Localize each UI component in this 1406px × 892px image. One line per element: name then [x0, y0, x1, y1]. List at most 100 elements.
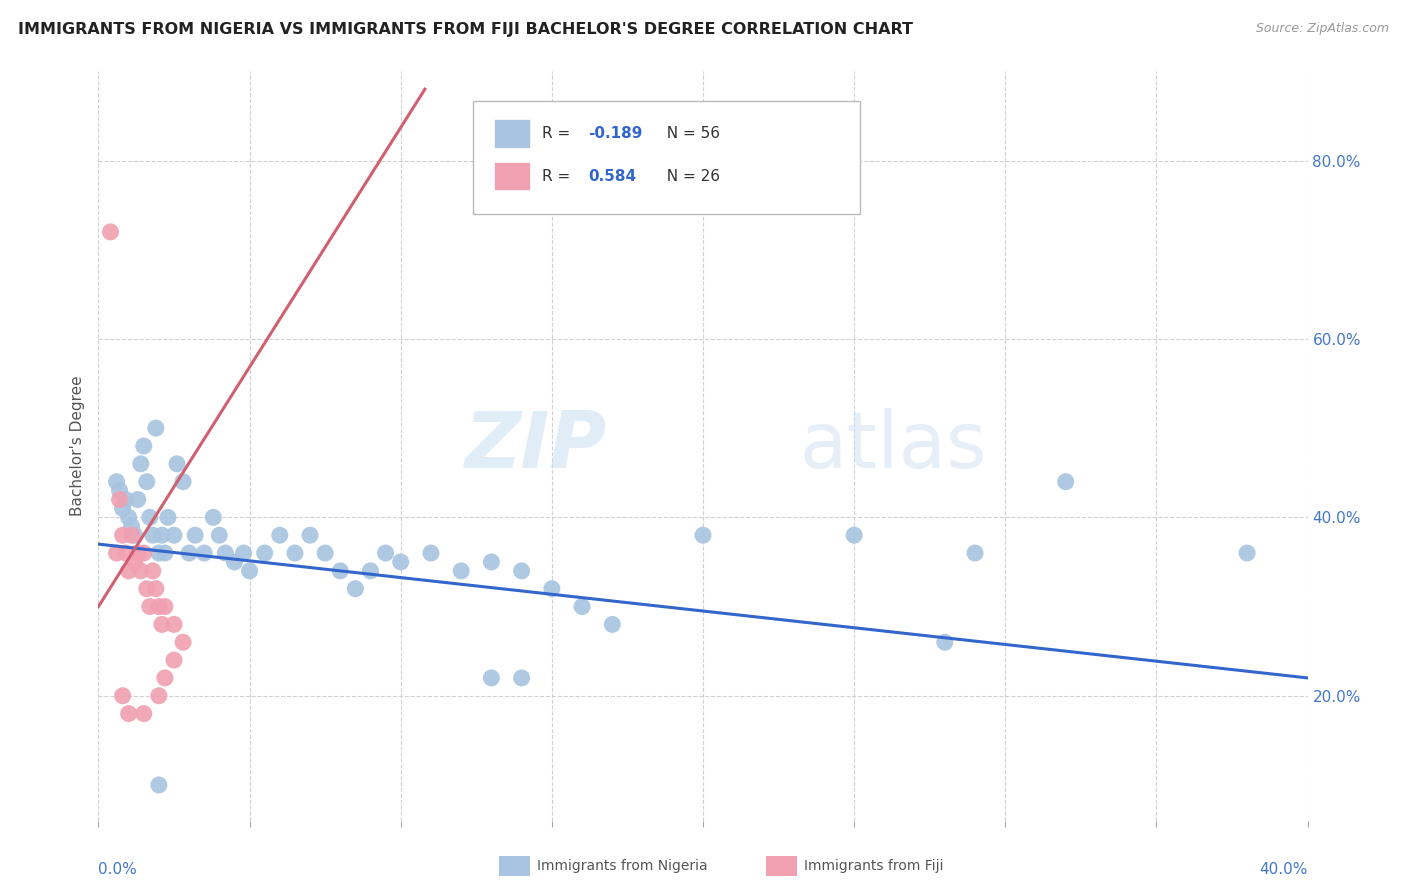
Point: [145, 582, 167, 596]
Point: [202, 510, 225, 524]
Point: [142, 528, 165, 542]
Point: [329, 564, 352, 578]
Point: [239, 564, 262, 578]
Point: [153, 599, 176, 614]
Text: R =: R =: [543, 126, 575, 141]
Point: [156, 510, 179, 524]
Text: 0.584: 0.584: [588, 169, 637, 184]
Point: [129, 564, 152, 578]
Point: [224, 555, 246, 569]
Point: [163, 617, 186, 632]
Point: [1236, 546, 1258, 560]
Point: [148, 546, 170, 560]
Point: [111, 528, 134, 542]
Point: [179, 546, 201, 560]
Point: [172, 635, 194, 649]
Point: [389, 555, 412, 569]
Point: [118, 706, 141, 721]
Point: [163, 653, 186, 667]
Point: [481, 555, 503, 569]
Point: [118, 564, 141, 578]
Point: [135, 582, 157, 596]
Point: [232, 546, 254, 560]
Point: [105, 475, 128, 489]
Text: Immigrants from Fiji: Immigrants from Fiji: [804, 859, 943, 873]
Point: [129, 457, 152, 471]
Point: [132, 546, 155, 560]
Point: [344, 582, 367, 596]
Point: [844, 528, 866, 542]
FancyBboxPatch shape: [494, 120, 530, 148]
Point: [150, 528, 173, 542]
Point: [150, 617, 173, 632]
Point: [121, 528, 143, 542]
Point: [114, 546, 136, 560]
Point: [253, 546, 276, 560]
Point: [193, 546, 215, 560]
Point: [965, 546, 987, 560]
Point: [269, 528, 291, 542]
Point: [481, 671, 503, 685]
Point: [510, 671, 533, 685]
Point: [118, 510, 141, 524]
Point: [114, 492, 136, 507]
Text: IMMIGRANTS FROM NIGERIA VS IMMIGRANTS FROM FIJI BACHELOR'S DEGREE CORRELATION CH: IMMIGRANTS FROM NIGERIA VS IMMIGRANTS FR…: [18, 22, 914, 37]
Point: [208, 528, 231, 542]
Point: [571, 599, 593, 614]
FancyBboxPatch shape: [474, 102, 860, 214]
Point: [602, 617, 624, 632]
Point: [374, 546, 396, 560]
Point: [153, 546, 176, 560]
Text: 40.0%: 40.0%: [1260, 862, 1308, 877]
Text: N = 56: N = 56: [657, 126, 720, 141]
Text: -0.189: -0.189: [588, 126, 643, 141]
Point: [360, 564, 382, 578]
Text: N = 26: N = 26: [657, 169, 720, 184]
Point: [111, 501, 134, 516]
Point: [124, 528, 146, 542]
Point: [135, 475, 157, 489]
Point: [510, 564, 533, 578]
Point: [142, 564, 165, 578]
Text: ZIP: ZIP: [464, 408, 606, 484]
Point: [111, 689, 134, 703]
Point: [166, 457, 188, 471]
Point: [420, 546, 443, 560]
Point: [148, 689, 170, 703]
Point: [299, 528, 322, 542]
Point: [121, 519, 143, 533]
Text: 0.0%: 0.0%: [98, 862, 138, 877]
Point: [148, 778, 170, 792]
Point: [692, 528, 714, 542]
Text: Source: ZipAtlas.com: Source: ZipAtlas.com: [1256, 22, 1389, 36]
Point: [105, 546, 128, 560]
Point: [1054, 475, 1077, 489]
Point: [145, 421, 167, 435]
Point: [100, 225, 122, 239]
Point: [934, 635, 956, 649]
FancyBboxPatch shape: [494, 162, 530, 191]
Point: [132, 706, 155, 721]
Point: [172, 475, 194, 489]
Point: [108, 483, 131, 498]
Point: [314, 546, 336, 560]
Point: [139, 599, 162, 614]
Text: atlas: atlas: [800, 408, 987, 484]
Point: [127, 546, 149, 560]
Point: [132, 439, 155, 453]
Point: [284, 546, 307, 560]
Point: [148, 599, 170, 614]
Point: [184, 528, 207, 542]
Point: [153, 671, 176, 685]
Point: [540, 582, 562, 596]
Text: R =: R =: [543, 169, 575, 184]
Point: [139, 510, 162, 524]
Y-axis label: Bachelor's Degree: Bachelor's Degree: [69, 376, 84, 516]
Point: [124, 555, 146, 569]
Point: [163, 528, 186, 542]
Text: Immigrants from Nigeria: Immigrants from Nigeria: [537, 859, 707, 873]
Point: [214, 546, 236, 560]
Point: [108, 492, 131, 507]
Point: [127, 492, 149, 507]
Point: [450, 564, 472, 578]
